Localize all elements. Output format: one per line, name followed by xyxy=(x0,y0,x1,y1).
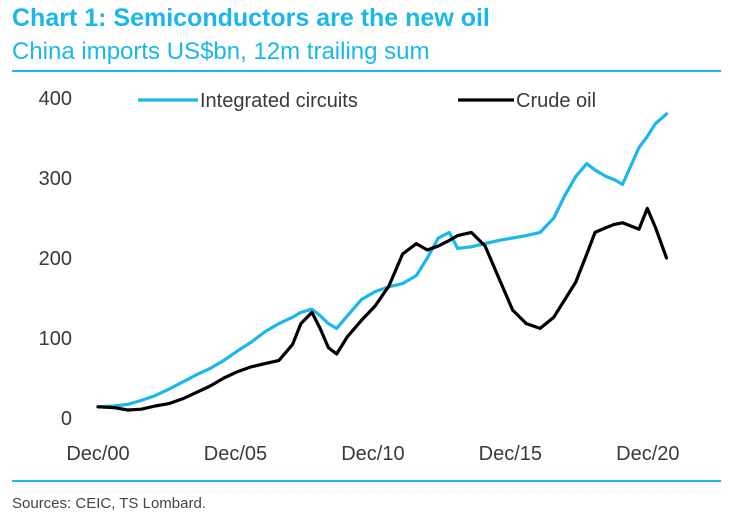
bottom-rule xyxy=(12,480,721,482)
y-tick-label: 100 xyxy=(39,328,72,350)
x-tick-label: Dec/10 xyxy=(341,443,404,465)
x-axis-tick-labels: Dec/00 Dec/05 Dec/10 Dec/15 Dec/20 xyxy=(66,443,679,465)
chart-title: Chart 1: Semiconductors are the new oil xyxy=(12,4,490,32)
x-tick-label: Dec/05 xyxy=(204,443,267,465)
series-line-1 xyxy=(96,206,669,412)
y-tick-label: 200 xyxy=(39,248,72,270)
chart-subtitle: China imports US$bn, 12m trailing sum xyxy=(12,38,430,65)
legend: Integrated circuits Crude oil xyxy=(138,90,596,112)
top-rule xyxy=(12,70,721,72)
y-tick-label: 400 xyxy=(39,88,72,110)
y-axis-tick-labels: 0 100 200 300 400 xyxy=(39,88,72,430)
y-tick-label: 300 xyxy=(39,168,72,190)
x-tick-label: Dec/20 xyxy=(616,443,679,465)
series-lines xyxy=(96,112,669,412)
y-tick-label: 0 xyxy=(61,408,72,430)
x-tick-label: Dec/15 xyxy=(479,443,542,465)
series-line-0 xyxy=(96,112,669,409)
legend-label-1: Crude oil xyxy=(516,90,596,112)
legend-label-0: Integrated circuits xyxy=(200,90,358,112)
source-note: Sources: CEIC, TS Lombard. xyxy=(12,495,206,512)
x-tick-label: Dec/00 xyxy=(66,443,129,465)
